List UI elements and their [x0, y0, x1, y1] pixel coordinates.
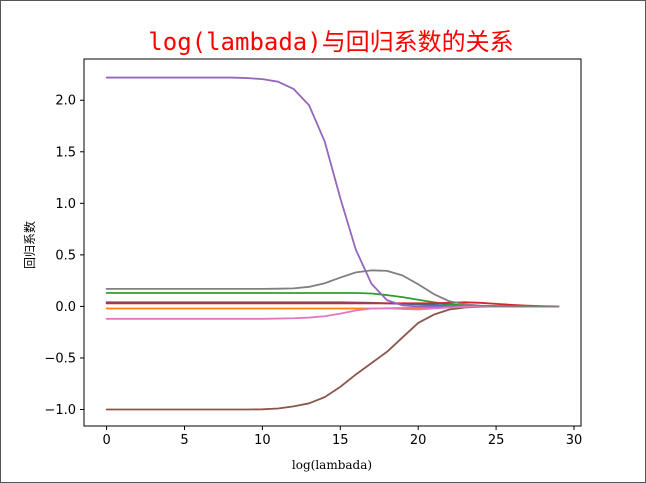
y-tick-label: 1.0 [55, 197, 76, 212]
x-tick-label: 20 [410, 433, 427, 448]
x-axis-label: log(lambada) [292, 458, 372, 472]
y-axis: −1.0 −0.5 0.0 0.5 1.0 1.5 2.0 [44, 94, 84, 418]
x-tick-label: 5 [180, 433, 188, 448]
y-axis-label: 回归系数 [22, 221, 37, 269]
series-line-7 [105, 305, 560, 320]
y-tick-label: 1.5 [55, 145, 76, 160]
y-tick-label: 2.0 [55, 94, 76, 109]
x-tick-label: 15 [332, 433, 349, 448]
x-axis: 0 5 10 15 20 25 30 [102, 426, 582, 448]
series-line-6 [105, 305, 560, 411]
series-line-5 [105, 76, 560, 308]
x-tick-label: 30 [566, 433, 583, 448]
x-tick-label: 0 [102, 433, 110, 448]
plot-area [83, 58, 582, 427]
series-line-4 [105, 301, 560, 308]
y-tick-label: −1.0 [44, 403, 76, 418]
series-line-8 [105, 269, 560, 308]
y-tick-label: 0.5 [55, 248, 76, 263]
chart-title: log(lambada)与回归系数的关系 [148, 28, 513, 56]
x-tick-label: 10 [254, 433, 271, 448]
series-line-3 [105, 292, 560, 308]
x-tick-label: 25 [488, 433, 505, 448]
y-tick-label: 0.0 [55, 300, 76, 315]
series-lines [105, 76, 560, 411]
y-tick-label: −0.5 [44, 351, 76, 366]
